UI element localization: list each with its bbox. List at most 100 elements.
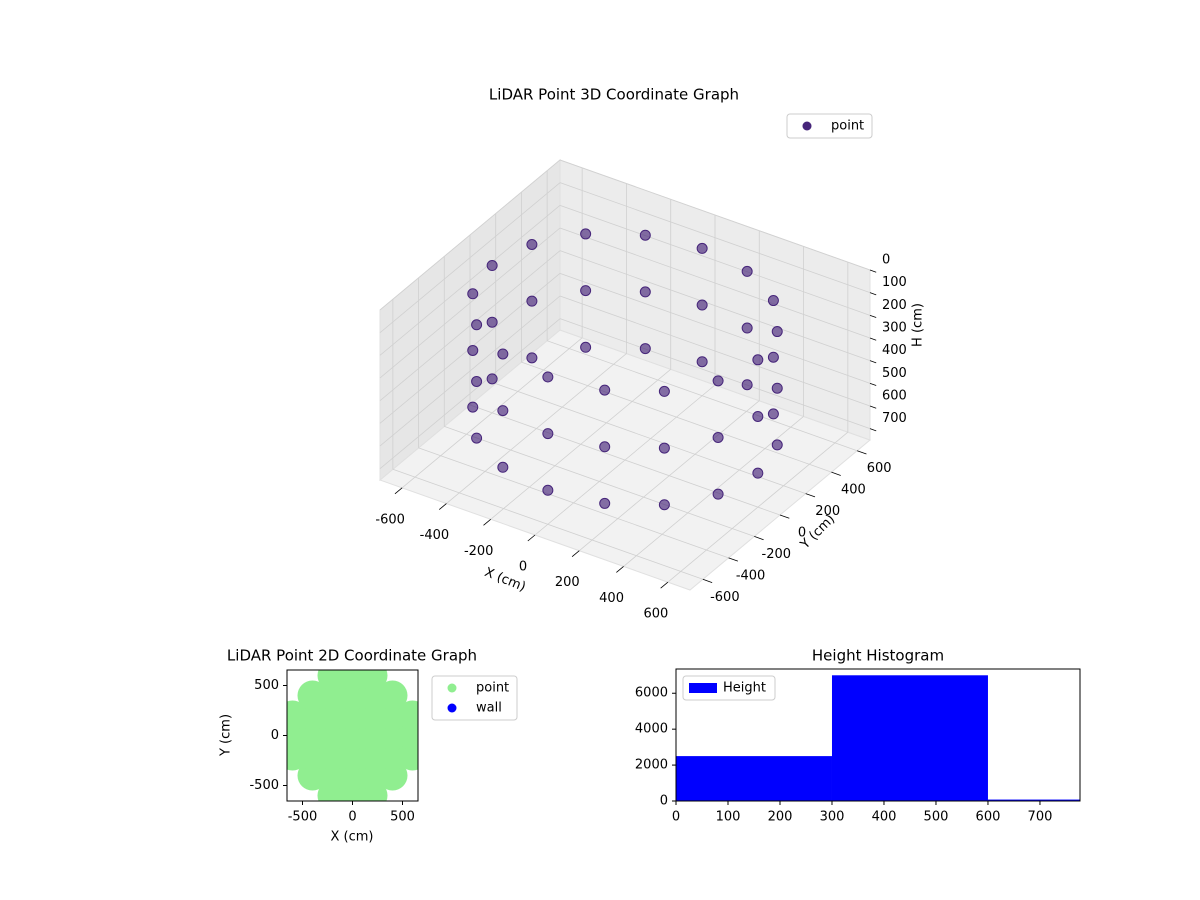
tick-mark <box>869 382 877 386</box>
y-tick-label: -200 <box>762 547 792 562</box>
x-tick-label: -400 <box>420 528 450 543</box>
tick-mark <box>857 450 867 455</box>
tick-mark <box>702 578 713 583</box>
tick-mark <box>831 471 841 476</box>
legend-marker <box>447 683 457 693</box>
bar <box>676 756 832 801</box>
plot-2d: -500 0 500 -500 0 500 point wall <box>249 669 518 825</box>
point <box>599 384 611 396</box>
z-tick-label: 700 <box>882 411 907 426</box>
point <box>397 700 418 731</box>
tick-mark <box>438 503 447 510</box>
grid-line <box>559 295 871 407</box>
point <box>497 348 509 360</box>
tick-mark <box>779 514 790 519</box>
x-tick-label: 100 <box>716 810 741 825</box>
legend-marker <box>689 683 717 693</box>
grid-line <box>559 318 871 430</box>
point <box>741 265 753 277</box>
point <box>467 401 479 413</box>
grid-line <box>559 272 871 384</box>
x-tick-label: 0 <box>348 810 356 825</box>
legend-box <box>786 113 873 139</box>
x-tick-label: 400 <box>599 591 624 606</box>
z-tick-label: 400 <box>882 343 907 358</box>
x-tick-label: 0 <box>519 560 527 575</box>
point <box>767 295 779 307</box>
tick-mark <box>527 534 536 542</box>
point <box>486 316 498 328</box>
point <box>471 319 483 331</box>
y-tick-label: 4000 <box>635 722 668 737</box>
x-tick-label: -600 <box>375 512 405 527</box>
grid-line <box>418 447 729 559</box>
y-tick-label: 200 <box>815 504 840 519</box>
point <box>696 242 708 254</box>
x-tick-label: 300 <box>820 810 845 825</box>
point <box>580 228 592 240</box>
tick-mark <box>869 292 877 296</box>
chart-title: LiDAR Point 3D Coordinate Graph <box>489 86 739 104</box>
legend-marker <box>802 121 812 131</box>
point <box>599 497 611 509</box>
y-tick-label: -500 <box>249 778 279 793</box>
y-tick-label: 0 <box>271 728 279 743</box>
y-tick-label: 0 <box>798 526 806 541</box>
grid-line <box>469 404 781 516</box>
legend-marker <box>447 703 457 713</box>
tick-mark <box>571 550 580 558</box>
point <box>767 408 779 420</box>
point <box>741 322 753 334</box>
z-tick-label: 100 <box>882 275 907 290</box>
y-tick-label: 400 <box>841 483 866 498</box>
grid-line <box>379 182 561 333</box>
point <box>712 375 724 387</box>
points <box>287 670 418 801</box>
point <box>752 467 764 479</box>
grid-line <box>547 340 858 452</box>
point <box>580 285 592 297</box>
x-tick-label: 400 <box>872 810 897 825</box>
x-tick-label: 600 <box>976 810 1001 825</box>
plot-frame <box>675 668 1081 802</box>
x-tick-label: -200 <box>464 544 494 559</box>
z-tick-label: 500 <box>882 366 907 381</box>
point <box>767 351 779 363</box>
y-tick-label: -600 <box>710 590 740 605</box>
point <box>467 344 479 356</box>
y-axis-label: Y (cm) <box>219 714 234 757</box>
x-tick-label: 0 <box>672 810 680 825</box>
grid-line <box>444 426 755 537</box>
tick-mark <box>394 487 403 495</box>
point <box>497 405 509 417</box>
legend-label: Height <box>723 681 766 696</box>
point <box>377 680 408 711</box>
tick-mark <box>869 337 877 341</box>
chart-title: Height Histogram <box>812 647 944 665</box>
tick-mark <box>728 557 739 562</box>
grid-line <box>521 361 832 473</box>
point <box>771 326 783 338</box>
point <box>696 299 708 311</box>
point <box>486 260 498 272</box>
tick-mark <box>869 405 877 409</box>
legend-label: point <box>476 681 509 696</box>
point <box>771 439 783 451</box>
x-tick-label: 700 <box>1028 810 1053 825</box>
point <box>471 375 483 387</box>
point <box>658 499 670 511</box>
point <box>542 371 554 383</box>
tick-mark <box>616 566 624 573</box>
point <box>712 488 724 500</box>
x-axis-label: X (cm) <box>331 830 374 845</box>
bars <box>676 675 1080 801</box>
point <box>771 382 783 394</box>
x-tick-label: 600 <box>643 607 668 622</box>
point <box>712 432 724 444</box>
tick-mark <box>483 518 491 526</box>
point <box>497 461 509 473</box>
grid-line <box>559 159 871 271</box>
grid-line <box>379 227 561 379</box>
